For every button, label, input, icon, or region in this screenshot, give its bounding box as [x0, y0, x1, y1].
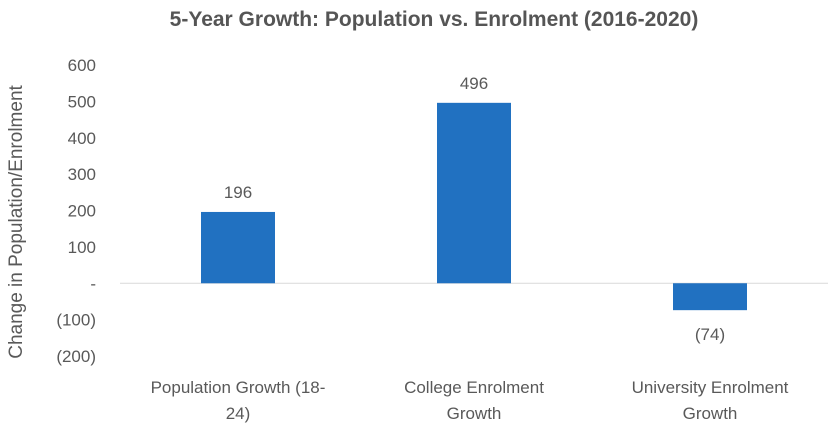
- x-tick-label-line: Population Growth (18-: [151, 378, 326, 397]
- y-tick-label: 500: [68, 92, 96, 111]
- x-tick-label-line: University Enrolment: [632, 378, 789, 397]
- x-tick-label-line: College Enrolment: [404, 378, 544, 397]
- y-tick-label: 100: [68, 238, 96, 257]
- data-label: 196: [224, 183, 252, 202]
- bar: [437, 102, 511, 284]
- y-tick-label: 200: [68, 202, 96, 221]
- data-label: 496: [460, 74, 488, 93]
- y-axis-label: Change in Population/Enrolment: [6, 84, 27, 358]
- x-tick-label-line: 24): [226, 404, 251, 423]
- x-tick-labels: Population Growth (18- 24) College Enrolme…: [151, 378, 789, 423]
- data-labels: 196 496 (74): [224, 74, 725, 344]
- bars: [201, 102, 747, 311]
- bar: [201, 211, 275, 284]
- x-tick-label-line: Growth: [447, 404, 502, 423]
- y-tick-label: -: [90, 274, 96, 293]
- y-tick-label: (100): [56, 311, 96, 330]
- chart-title: 5-Year Growth: Population vs. Enrolment …: [169, 8, 699, 31]
- y-tick-label: (200): [56, 347, 96, 366]
- y-tick-label: 300: [68, 165, 96, 184]
- data-label: (74): [695, 325, 725, 344]
- y-tick-label: 600: [68, 56, 96, 75]
- x-tick-label: Population Growth (18- 24): [151, 378, 326, 423]
- y-tick-labels: 600 500 400 300 200 100 - (100) (200): [56, 56, 96, 366]
- bar: [673, 283, 747, 311]
- y-tick-label: 400: [68, 129, 96, 148]
- x-tick-label: University Enrolment Growth: [632, 378, 789, 423]
- x-tick-label: College Enrolment Growth: [404, 378, 544, 423]
- x-tick-label-line: Growth: [683, 404, 738, 423]
